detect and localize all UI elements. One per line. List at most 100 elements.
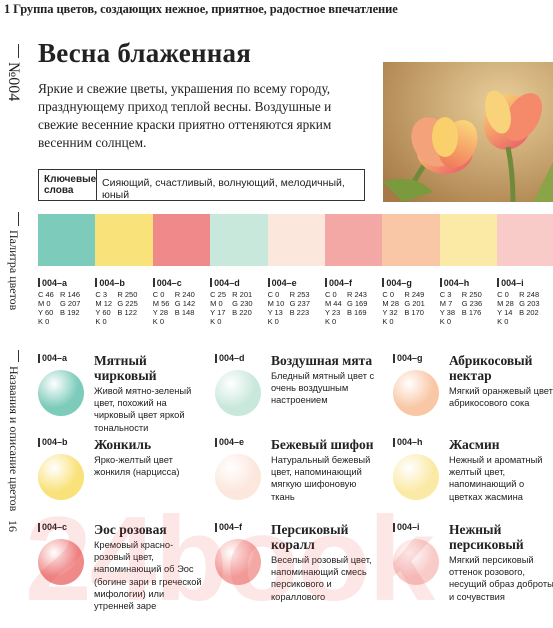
intro-text: Яркие и свежие цветы, украшения по всему…: [38, 81, 332, 150]
cmyk-value: M 28: [382, 299, 400, 308]
swatch-code: 004–f: [325, 277, 382, 288]
cmyk-value: C 0: [152, 290, 165, 299]
rgb-value: B 220: [232, 308, 252, 317]
entry-code: 004–e: [215, 437, 244, 447]
entry-code: 004–f: [215, 522, 242, 532]
color-values: C 0 R 253 M 10 G 237 Y 13 B 223 K 0: [268, 290, 325, 326]
palette-swatch: [95, 214, 153, 266]
cmyk-value: K 0: [382, 317, 394, 326]
color-values: C 0 R 249 M 28 G 201 Y 32 B 170 K 0: [382, 290, 439, 326]
cmyk-value: M 10: [267, 299, 285, 308]
rgb-value: R 250: [461, 290, 482, 299]
color-sphere: [38, 539, 84, 585]
entry-name: Жасмин: [449, 437, 500, 452]
rgb-value: G 201: [404, 299, 425, 308]
rgb-value: G 203: [519, 299, 540, 308]
swatch-code: 004–h: [440, 277, 497, 288]
color-values: C 25 R 201 M 0 G 230 Y 17 B 220 K 0: [210, 290, 267, 326]
color-sphere: [393, 539, 439, 585]
entry-description: Веселый розовый цвет, напоминающий смесь…: [271, 555, 372, 602]
rgb-value: [347, 317, 377, 326]
color-code-column: 004–f C 0 R 243 M 44 G 169 Y 23 B 169 K 0: [324, 277, 382, 327]
color-values: C 0 R 248 M 28 G 203 Y 14 B 202 K 0: [497, 290, 553, 326]
cmyk-value: Y 60: [38, 308, 54, 317]
cmyk-value: K 0: [210, 317, 222, 326]
rgb-value: R 250: [117, 290, 138, 299]
cmyk-value: Y 60: [95, 308, 111, 317]
rgb-value: G 230: [232, 299, 253, 308]
color-code-column: 004–i C 0 R 248 M 28 G 203 Y 14 B 202 K 0: [497, 277, 553, 327]
entry-code: 004–a: [38, 353, 67, 363]
rgb-value: R 146: [60, 290, 81, 299]
entry-description: Мягкий персиковый оттенок розового, несу…: [449, 555, 553, 602]
rgb-value: [232, 317, 262, 326]
cmyk-value: M 0: [210, 299, 223, 308]
entry-description: Живой мятно-зеленый цвет, похожий на чир…: [94, 386, 192, 433]
rgb-value: G 207: [60, 299, 81, 308]
entry-name: Бежевый шифон: [271, 437, 374, 452]
entry-name: Персиковый коралл: [271, 522, 349, 552]
rgb-value: B 223: [289, 308, 310, 317]
keywords-box: Ключевые слова Сияющий, счастливый, волн…: [38, 169, 365, 201]
cmyk-value: C 0: [497, 290, 509, 299]
color-sphere: [38, 454, 84, 500]
rgb-value: G 142: [174, 299, 196, 308]
cmyk-value: M 56: [152, 299, 170, 308]
rgb-value: G 225: [117, 299, 138, 308]
chapter-header: 1 Группа цветов, создающих нежное, прият…: [4, 2, 398, 16]
swatch-code: 004–b: [95, 277, 152, 288]
tulip-illustration: [383, 62, 553, 202]
page-number: 16: [6, 520, 20, 532]
entry-name: Жонкиль: [94, 437, 152, 452]
cmyk-value: K 0: [497, 317, 509, 326]
palette-swatch: [439, 214, 498, 266]
rgb-value: G 237: [289, 299, 310, 308]
swatch-code: 004–c: [153, 277, 210, 288]
cmyk-value: Y 13: [267, 308, 283, 317]
cmyk-value: M 28: [497, 299, 514, 308]
rgb-value: [60, 317, 90, 326]
palette-swatch: [497, 214, 553, 266]
rgb-value: [117, 317, 147, 326]
entry-code: 004–d: [215, 353, 245, 363]
cmyk-value: Y 17: [210, 308, 226, 317]
color-sphere: [215, 539, 261, 585]
entry-name: Абрикосовый нектар: [449, 353, 533, 383]
cmyk-value: Y 23: [324, 308, 341, 317]
cmyk-value: K 0: [38, 317, 50, 326]
cmyk-value: K 0: [439, 317, 451, 326]
entry-description: Бледный мятный цвет с очень воздушным на…: [271, 371, 375, 406]
cmyk-value: Y 38: [439, 308, 456, 317]
cmyk-value: C 3: [439, 290, 452, 299]
color-palette: [38, 214, 553, 266]
color-sphere: [215, 454, 261, 500]
color-values: C 46 R 146 M 0 G 207 Y 60 B 192 K 0: [38, 290, 95, 326]
keywords-text: Сияющий, счастливый, волнующий, мелодичн…: [102, 177, 345, 201]
color-values: C 0 R 240 M 56 G 142 Y 28 B 148 K 0: [153, 290, 210, 326]
rgb-value: R 248: [519, 290, 540, 299]
color-sphere: [38, 370, 84, 416]
cmyk-value: C 25: [210, 290, 227, 299]
cmyk-value: Y 32: [382, 308, 398, 317]
swatch-code: 004–i: [497, 277, 553, 288]
rgb-value: B 122: [117, 308, 137, 317]
entry-description: Натуральный бежевый цвет, напоминающий м…: [271, 455, 371, 502]
swatch-code: 004–g: [382, 277, 439, 288]
page-code: №004: [5, 62, 22, 102]
color-code-column: 004–c C 0 R 240 M 56 G 142 Y 28 B 148 K 0: [153, 277, 210, 327]
rgb-value: R 249: [404, 290, 425, 299]
rgb-value: B 169: [346, 308, 367, 317]
entry-code: 004–b: [38, 437, 68, 447]
entry-code: 004–g: [393, 353, 423, 363]
page-title: Весна блаженная: [38, 38, 252, 68]
palette-swatch: [152, 214, 211, 266]
entry-name: Мятный чирковый: [94, 353, 157, 383]
entry-description: Ярко-желтый цвет жонкиля (нарцисса): [94, 455, 180, 478]
color-code-column: 004–a C 46 R 146 M 0 G 207 Y 60 B 192 K 0: [38, 277, 95, 327]
swatch-code: 004–a: [38, 277, 95, 288]
entry-code: 004–c: [38, 522, 67, 532]
cmyk-value: K 0: [267, 317, 279, 326]
names-side-label: Названия и описание цветов: [7, 366, 21, 512]
entry-code: 004–h: [393, 437, 423, 447]
